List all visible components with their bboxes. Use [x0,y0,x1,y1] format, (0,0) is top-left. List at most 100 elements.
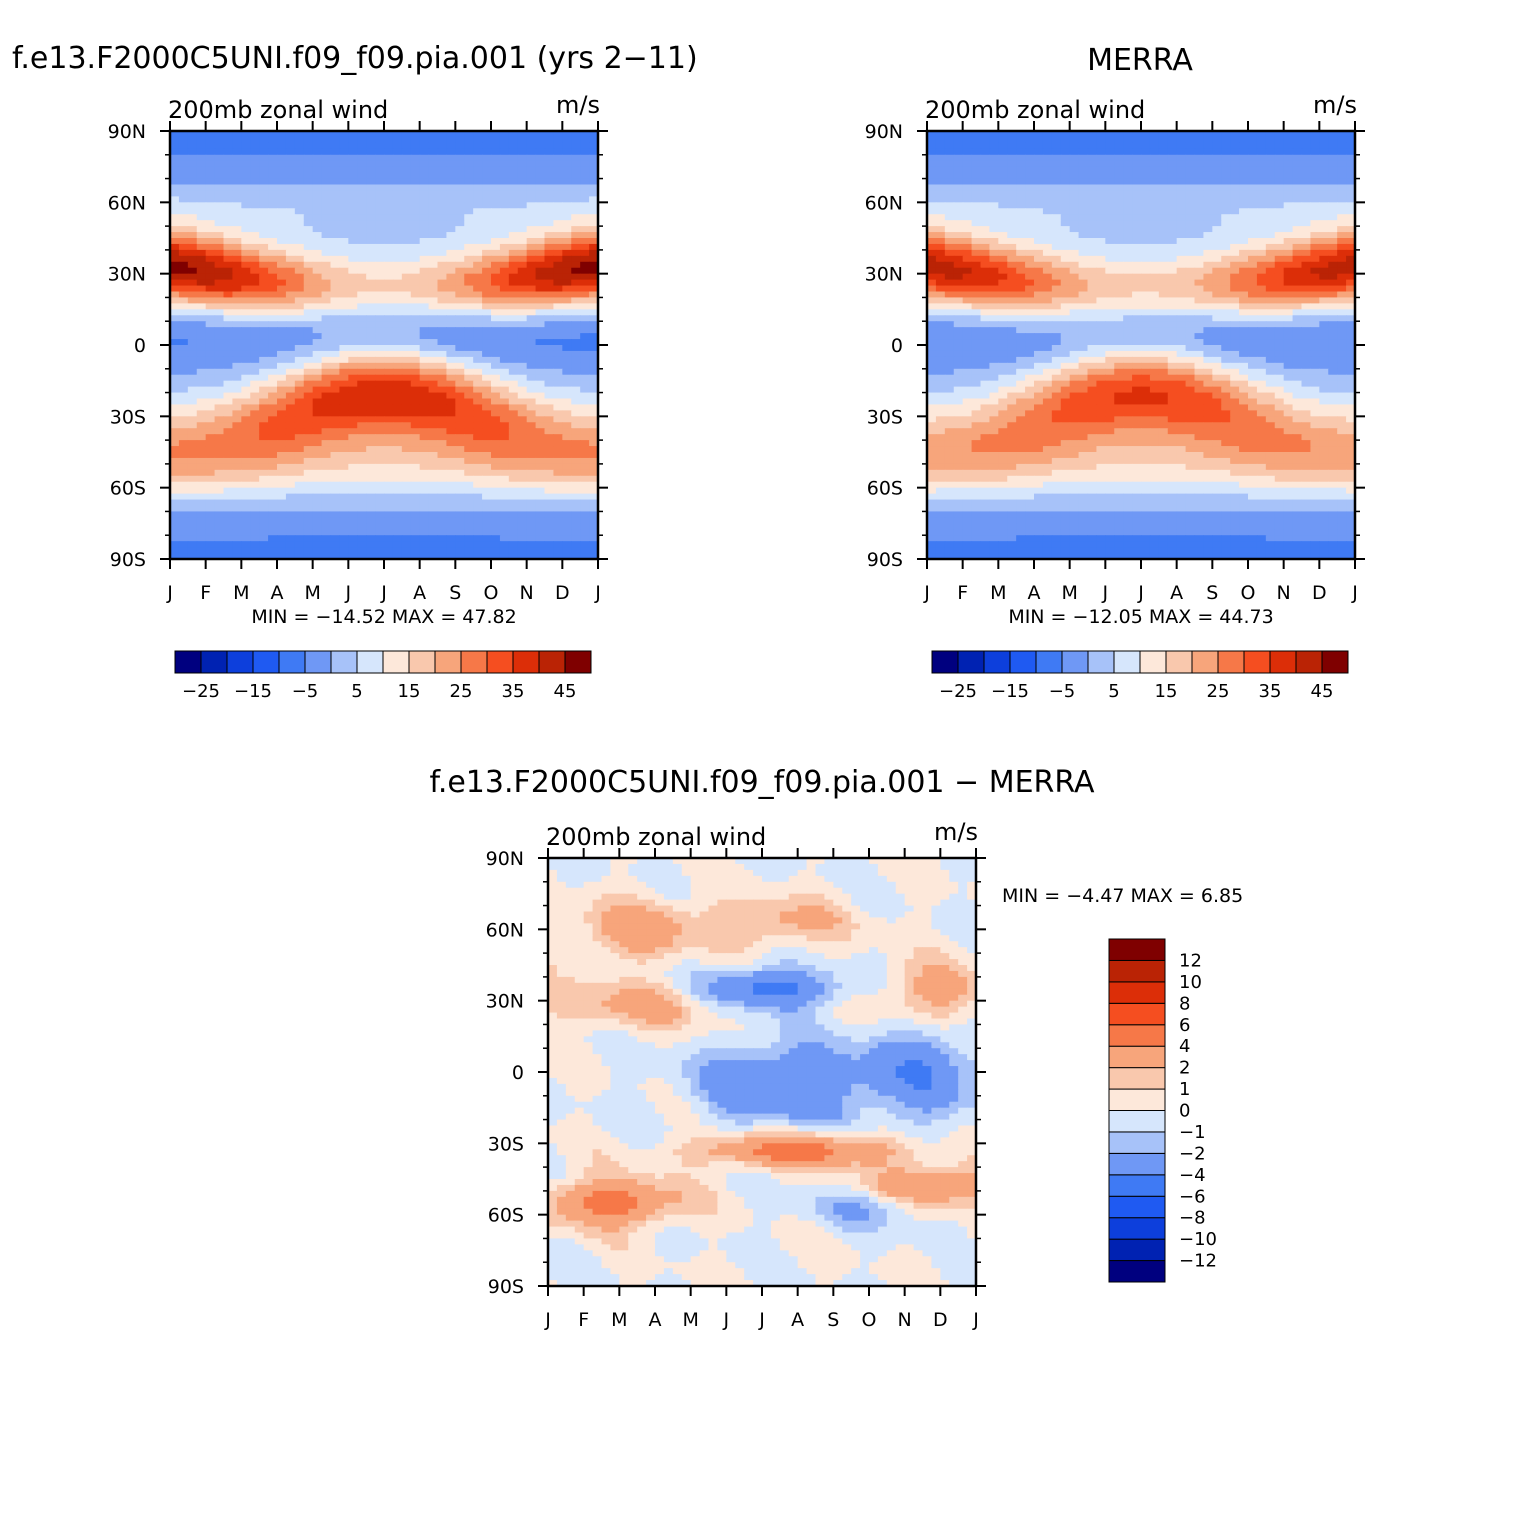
contour-cell [571,356,581,364]
contour-cell [562,362,572,370]
contour-cell [330,238,341,245]
contour-cell [1248,184,1258,192]
contour-cell [178,463,189,471]
contour-cell [1221,184,1231,192]
contour-cell [553,184,563,192]
contour-cell [953,273,964,281]
contour-cell [259,238,269,245]
contour-cell [401,249,412,257]
contour-cell [1141,279,1151,287]
contour-cell [303,535,314,542]
contour-cell [268,196,278,203]
contour-cell [170,374,180,382]
contour-cell [196,303,207,310]
contour-cell [205,160,216,168]
contour-cell [499,279,510,287]
contour-cell [437,368,448,376]
contour-cell [482,166,492,174]
contour-cell [562,131,572,138]
contour-cell [1292,297,1303,304]
contour-cell [1042,220,1053,227]
contour-cell [366,499,376,507]
contour-cell [1105,172,1115,180]
contour-cell [410,446,421,453]
contour-cell [446,404,456,411]
contour-cell [446,422,456,429]
contour-cell [285,297,296,304]
contour-cell [285,315,296,322]
contour-cell [935,184,946,192]
contour-cell [285,291,296,299]
contour-cell [491,327,501,334]
contour-cell [303,184,314,192]
contour-cell [357,172,367,180]
contour-cell [170,487,180,495]
contour-cell [544,190,555,197]
contour-cell [330,208,341,215]
contour-cell [473,142,483,150]
contour-cell [482,142,492,150]
contour-cell [927,208,937,215]
contour-cell [357,255,367,263]
contour-cell [259,452,269,459]
contour-cell [455,142,465,150]
contour-cell [1007,220,1017,227]
contour-cell [544,309,555,316]
contour-cell [553,291,563,299]
contour-cell [250,273,260,281]
contour-cell [170,297,180,304]
contour-cell [1105,214,1115,221]
contour-cell [196,434,207,441]
contour-cell [1328,273,1338,281]
contour-cell [384,547,394,554]
contour-cell [517,285,528,293]
contour-cell [553,255,563,263]
contour-cell [419,422,430,429]
contour-cell [998,190,1008,197]
contour-cell [277,386,287,394]
contour-cell [241,505,251,513]
contour-cell [446,350,456,358]
contour-cell [268,327,278,334]
contour-cell [1096,131,1106,138]
contour-cell [285,517,296,524]
contour-cell [384,142,394,150]
contour-cell [428,404,439,411]
contour-cell [1158,255,1169,263]
contour-cell [321,469,332,477]
contour-cell [178,452,189,459]
contour-cell [357,350,367,358]
contour-cell [348,368,358,376]
contour-cell [517,291,528,299]
contour-cell [962,297,973,304]
contour-cell [589,154,599,162]
contour-cell [1176,255,1187,263]
contour-cell [446,196,456,203]
contour-cell [392,214,403,221]
contour-cell [232,469,242,477]
contour-cell [214,148,225,156]
contour-cell [178,190,189,197]
contour-cell [517,398,528,406]
contour-cell [223,350,234,358]
contour-cell [348,184,358,192]
contour-cell [366,457,376,465]
contour-cell [927,255,937,263]
contour-cell [330,226,341,233]
contour-cell [401,362,412,370]
contour-cell [223,297,234,304]
contour-cell [401,356,412,364]
contour-cell [384,291,394,299]
contour-cell [428,160,439,168]
contour-cell [962,238,973,245]
contour-cell [277,345,287,352]
contour-cell [455,553,465,560]
contour-cell [375,505,385,513]
contour-cell [339,493,349,501]
contour-cell [589,428,599,435]
contour-cell [348,475,358,483]
contour-cell [1087,172,1098,180]
contour-cell [499,131,510,138]
contour-cell [1114,297,1124,304]
contour-cell [1292,136,1303,144]
